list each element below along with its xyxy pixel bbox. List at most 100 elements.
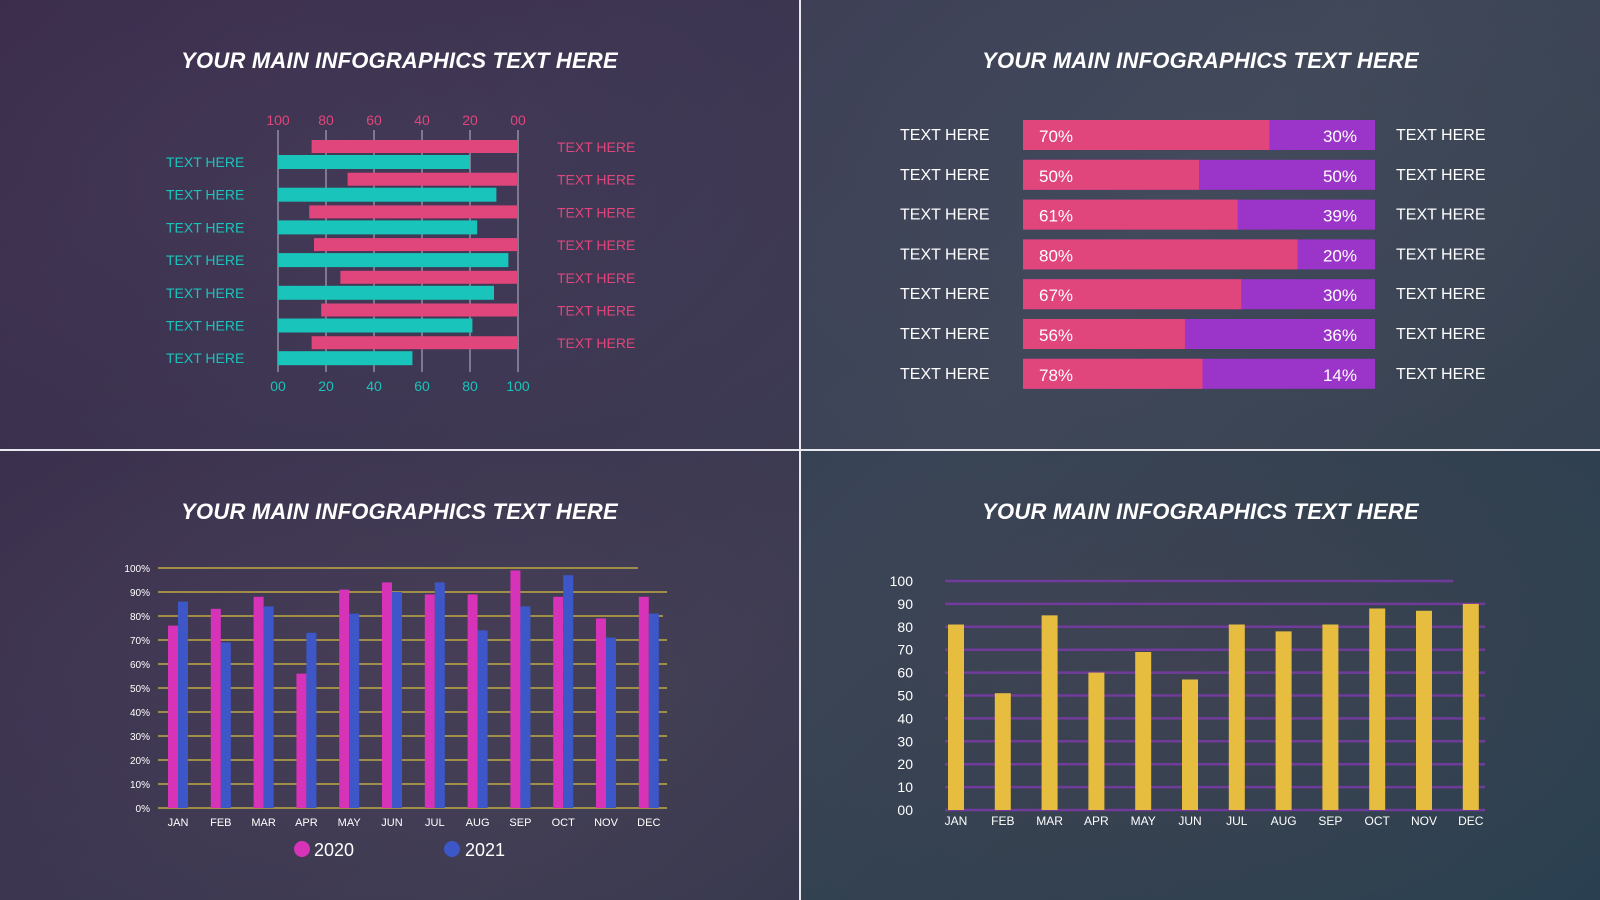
panel-grouped-bars: YOUR MAIN INFOGRAPHICS TEXT HERE 0% 10% 20… [0,451,799,900]
column-bar [1322,624,1339,810]
bottom-axis-tick-label: 100 [506,378,530,394]
left-category-label: TEXT HERE [166,219,244,235]
grouped-bar-chart: 0% 10% 20% 30% 40% 50% 60% 70% 80% 90% 100% JAN FEB M… [124,564,667,860]
stacked-bar-chart: 70% 30% TEXT HERE TEXT HERE 50% 50% TEXT HERE T… [900,120,1486,389]
left-category-label: TEXT HERE [166,350,244,366]
bar-series-1 [309,205,518,219]
x-axis-tick-label: APR [1084,814,1109,828]
bar-series-1 [314,238,518,252]
column-bar [1088,672,1105,810]
right-category-label: TEXT HERE [1396,286,1486,303]
right-category-label: TEXT HERE [557,335,635,351]
y-axis-tick-label: 30% [130,732,150,743]
right-category-label: TEXT HERE [1396,366,1486,383]
bar-2020 [638,596,649,808]
bar-2020 [382,582,392,808]
x-axis-tick-label: MAY [1131,814,1156,828]
right-category-label: TEXT HERE [557,172,635,188]
x-axis-tick-label: AUG [1271,814,1297,828]
top-axis-tick-label: 80 [318,112,334,128]
bar-2021 [263,606,274,808]
bottom-axis-tick-label: 00 [270,378,286,394]
y-axis-tick-label: 20% [130,756,150,767]
horizontal-divider [0,449,1600,451]
bar-2021 [220,642,231,808]
column-bar [1416,610,1432,810]
bar-series-2 [278,253,509,268]
bar-series-1 [340,270,518,284]
bar-2020 [510,570,521,808]
right-value-label: 36% [1323,326,1357,345]
bar-2021 [606,637,616,808]
bar-segment-left [1023,358,1203,389]
right-value-label: 30% [1323,127,1357,146]
y-axis-tick-label: 100 [890,573,914,589]
left-category-label: TEXT HERE [900,366,990,383]
bar-2020 [596,618,606,808]
bar-2021 [178,601,188,808]
x-axis-tick-label: OCT [1365,814,1391,828]
bar-series-2 [278,318,473,333]
right-category-label: TEXT HERE [557,270,635,286]
left-value-label: 56% [1039,326,1073,345]
bar-2020 [253,596,264,808]
left-category-label: TEXT HERE [166,187,244,203]
right-value-label: 39% [1323,207,1357,226]
x-axis-tick-label: FEB [991,814,1014,828]
bar-series-2 [278,155,470,169]
panel-stacked-bars: YOUR MAIN INFOGRAPHICS TEXT HERE 70% 30% T… [801,0,1600,449]
right-value-label: 30% [1323,286,1357,305]
column-bar [1228,624,1245,810]
x-axis-tick-label: DEC [637,817,660,829]
bar-segment-left [1023,319,1185,349]
y-axis-tick-label: 70% [130,636,150,647]
top-axis-tick-label: 60 [366,112,382,128]
legend-label-2020: 2020 [314,840,354,860]
bar-2021 [648,613,659,808]
left-value-label: 50% [1039,167,1073,186]
panel-column-chart: YOUR MAIN INFOGRAPHICS TEXT HERE 00 10 20 3… [801,451,1600,900]
left-value-label: 67% [1039,286,1073,305]
x-axis-tick-label: NOV [1411,814,1437,828]
left-category-label: TEXT HERE [900,326,990,343]
column-bar [994,693,1011,810]
column-bar [1135,651,1152,810]
right-category-label: TEXT HERE [557,237,635,253]
left-value-label: 80% [1039,246,1073,265]
right-category-label: TEXT HERE [557,204,635,220]
top-axis-tick-label: 00 [510,112,526,128]
bar-series-1 [321,303,518,317]
x-axis-tick-label: SEP [1318,814,1342,828]
bottom-axis-tick-label: 40 [366,378,382,394]
y-axis-tick-label: 80% [130,612,150,623]
bottom-axis-tick-label: 80 [462,378,478,394]
bar-2021 [563,575,574,808]
y-axis-tick-label: 30 [897,733,913,749]
bottom-axis-tick-label: 20 [318,378,334,394]
right-category-label: TEXT HERE [1396,127,1486,144]
column-bar [1182,679,1198,810]
left-category-label: TEXT HERE [900,167,990,184]
x-axis-tick-label: SEP [509,817,531,829]
right-value-label: 14% [1323,366,1357,385]
left-category-label: TEXT HERE [900,127,990,144]
x-axis-tick-label: JUL [425,817,445,829]
x-axis-tick-label: MAR [251,817,276,829]
left-value-label: 78% [1039,366,1073,385]
x-axis-tick-label: MAR [1036,814,1063,828]
panel-butterfly-chart: YOUR MAIN INFOGRAPHICS TEXT HERE 100 80 60… [0,0,799,449]
right-category-label: TEXT HERE [1396,246,1486,263]
top-axis-tick-label: 100 [266,112,290,128]
y-axis-tick-label: 10 [897,779,913,795]
x-axis-tick-label: JAN [168,817,189,829]
bar-series-2 [278,285,494,300]
top-axis-tick-label: 40 [414,112,430,128]
bar-2020 [467,594,478,808]
right-category-label: TEXT HERE [1396,167,1486,184]
left-category-label: TEXT HERE [166,252,244,268]
bottom-axis-tick-label: 60 [414,378,430,394]
column-bar [1275,631,1292,810]
butterfly-chart: 100 80 60 40 20 00 00 20 40 60 80 100 TEXT HERE TEXT … [166,112,635,394]
y-axis-tick-label: 40 [897,710,913,726]
bar-2021 [349,613,360,808]
